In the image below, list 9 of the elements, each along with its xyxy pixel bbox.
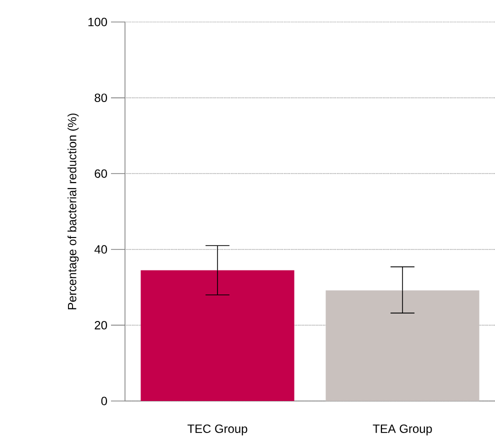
y-tick-label: 80 (94, 94, 108, 102)
x-tick-label: TEA Group (372, 424, 432, 436)
y-tick-label: 60 (94, 169, 108, 178)
y-tick-label: 0 (101, 396, 108, 406)
y-axis-title: Percentage of bacterial reduction (%) (68, 114, 79, 310)
y-tick-label: 100 (88, 18, 108, 26)
y-tick-label: 40 (94, 245, 108, 254)
x-tick-label: TEC Group (188, 424, 248, 436)
y-tick-label: 20 (94, 320, 108, 330)
